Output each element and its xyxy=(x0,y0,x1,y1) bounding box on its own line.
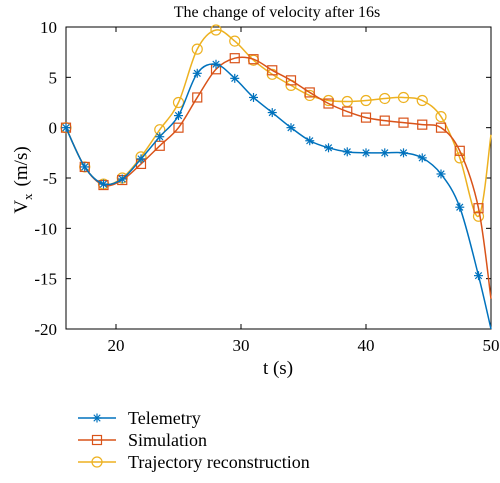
legend-label: Trajectory reconstruction xyxy=(128,452,310,472)
data-point xyxy=(379,115,390,126)
series-telemetry xyxy=(61,59,492,330)
chart-title: The change of velocity after 16s xyxy=(174,4,381,21)
y-tick-label: -20 xyxy=(34,320,57,339)
legend-label: Simulation xyxy=(128,430,207,450)
data-point xyxy=(285,75,297,86)
y-tick-label: -5 xyxy=(43,169,57,188)
data-point xyxy=(361,148,371,158)
data-point xyxy=(323,98,334,109)
data-point xyxy=(267,108,277,118)
data-point xyxy=(473,203,484,214)
legend-swatch-marker xyxy=(91,434,103,446)
x-tick-label: 30 xyxy=(233,336,250,355)
x-tick-label: 50 xyxy=(483,336,500,355)
series-layer xyxy=(60,24,492,330)
legend-item: Trajectory reconstruction xyxy=(78,452,310,472)
data-point xyxy=(454,152,466,164)
y-tick-label: -10 xyxy=(34,219,57,238)
y-axis-label-unit: (m/s) xyxy=(11,146,32,186)
y-tick-label: 5 xyxy=(49,68,58,87)
legend-label: Telemetry xyxy=(128,408,201,428)
data-point xyxy=(474,271,483,281)
y-tick-label: 10 xyxy=(40,18,57,37)
x-tick-label: 20 xyxy=(108,336,125,355)
data-point xyxy=(191,43,203,55)
data-point xyxy=(248,54,259,65)
x-axis-label: t (s) xyxy=(263,358,293,379)
data-point xyxy=(173,122,184,133)
data-point xyxy=(417,119,428,130)
data-point xyxy=(117,174,127,184)
data-point xyxy=(399,148,408,158)
data-point xyxy=(136,154,146,164)
data-point xyxy=(304,87,315,98)
data-point xyxy=(342,147,352,157)
data-point xyxy=(229,35,241,47)
data-point xyxy=(455,202,465,212)
data-point xyxy=(210,24,222,36)
y-tick-label: -15 xyxy=(34,270,57,289)
data-point xyxy=(360,112,372,123)
data-point xyxy=(80,162,90,172)
data-point xyxy=(397,91,410,104)
data-point xyxy=(192,68,202,78)
y-axis-label: Vx (m/s) xyxy=(11,146,35,213)
data-point xyxy=(172,96,185,109)
legend-swatch-marker xyxy=(91,456,103,468)
data-point xyxy=(154,140,165,151)
data-point xyxy=(435,110,447,123)
data-point xyxy=(155,132,165,142)
data-point xyxy=(267,65,278,76)
data-point xyxy=(286,123,296,133)
data-point xyxy=(305,136,315,146)
data-point xyxy=(211,59,221,69)
data-point xyxy=(417,153,427,163)
data-point xyxy=(360,94,372,107)
data-point xyxy=(454,145,465,156)
y-tick-label: 0 xyxy=(49,119,58,138)
series-simulation xyxy=(60,53,492,299)
data-point xyxy=(192,92,203,103)
x-axis-ticks: 20 30 40 50 xyxy=(108,27,500,355)
y-axis-label-subscript: x xyxy=(20,193,35,200)
data-point xyxy=(342,106,353,117)
data-point xyxy=(398,117,409,128)
plot-area-frame xyxy=(65,26,492,330)
data-point xyxy=(61,123,71,133)
series-line xyxy=(65,56,492,299)
legend-swatch-marker xyxy=(92,413,102,423)
data-point xyxy=(379,92,391,105)
data-point xyxy=(230,73,240,83)
data-point xyxy=(249,92,258,102)
legend-item: Simulation xyxy=(78,430,207,450)
data-point xyxy=(174,111,183,121)
data-point xyxy=(229,53,240,64)
data-point xyxy=(435,122,447,133)
data-point xyxy=(416,94,428,107)
x-tick-label: 40 xyxy=(358,336,375,355)
data-point xyxy=(380,148,390,158)
data-point xyxy=(324,143,333,153)
legend-item: Telemetry xyxy=(78,408,201,428)
y-axis-label-main: V xyxy=(11,200,32,214)
data-point xyxy=(436,169,446,179)
data-point xyxy=(99,179,108,189)
